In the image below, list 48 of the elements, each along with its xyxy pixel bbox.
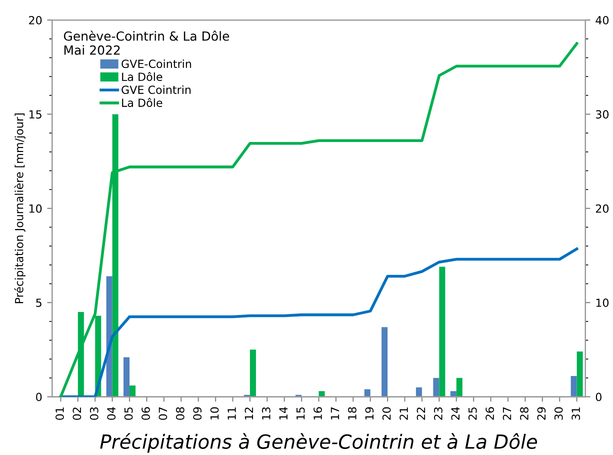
x-tick-label: 18 [348,407,356,420]
legend-label: La Dôle [122,72,162,82]
x-tick-label: 05 [124,407,133,420]
x-tick-label: 07 [158,407,168,420]
x-tick-label: 12 [244,408,254,420]
legend-label: GVE-Cointrin [122,59,192,68]
text: Précipitations à Genève-Cointrin et à La Dôle [100,433,538,453]
x-tick-label: 04 [107,407,116,420]
y-axis-title: Précipitation Journalière [mm/jour] [14,114,26,304]
x-tick-label: 22 [416,408,426,420]
x-tick-label: 03 [90,407,98,420]
x-tick-label: 27 [502,407,512,420]
y-tick-label: 10 [29,204,42,213]
x-tick-label: 09 [193,407,202,420]
x-tick-label: 06 [142,407,150,420]
y2-tick-label: 40 [596,16,609,24]
y-tick-label: 0 [36,392,42,402]
x-tick-label: 25 [468,407,477,420]
x-tick-label: 10 [210,407,219,420]
legend-label: GVE Cointrin [122,85,191,94]
x-tick-label: 30 [554,407,563,420]
x-tick-label: 28 [520,407,528,420]
x-tick-label: 16 [314,407,322,420]
x-tick-label: 01 [56,408,64,420]
x-tick-label: 19 [365,407,374,420]
legend-label: La Dôle [122,98,162,107]
y-tick-label: 5 [36,298,42,307]
y2-tick-label: 30 [596,110,609,119]
x-tick-label: 14 [279,407,288,420]
x-tick-label: 13 [262,407,270,420]
legend-title: Genève-Cointrin & La Dôle Mai 2022 [64,30,230,55]
x-tick-label: 15 [296,407,305,420]
x-tick-label: 20 [382,407,391,420]
y-tick-label: 15 [29,110,42,119]
x-tick-label: 08 [176,407,184,420]
y2-tick-label: 0 [596,392,602,402]
x-tick-label: 23 [434,407,442,420]
x-tick-label: 21 [400,408,408,420]
x-tick-label: 02 [72,408,82,420]
x-tick-label: 31 [572,408,580,420]
x-tick-label: 24 [451,407,460,420]
x-tick-label: 11 [228,408,236,420]
x-tick-label: 17 [330,407,340,420]
y-tick-label: 20 [29,16,42,24]
y2-tick-label: 20 [596,204,609,213]
y2-tick-label: 10 [596,298,609,307]
x-tick-label: 29 [537,407,546,420]
x-tick-label: 26 [486,407,494,420]
